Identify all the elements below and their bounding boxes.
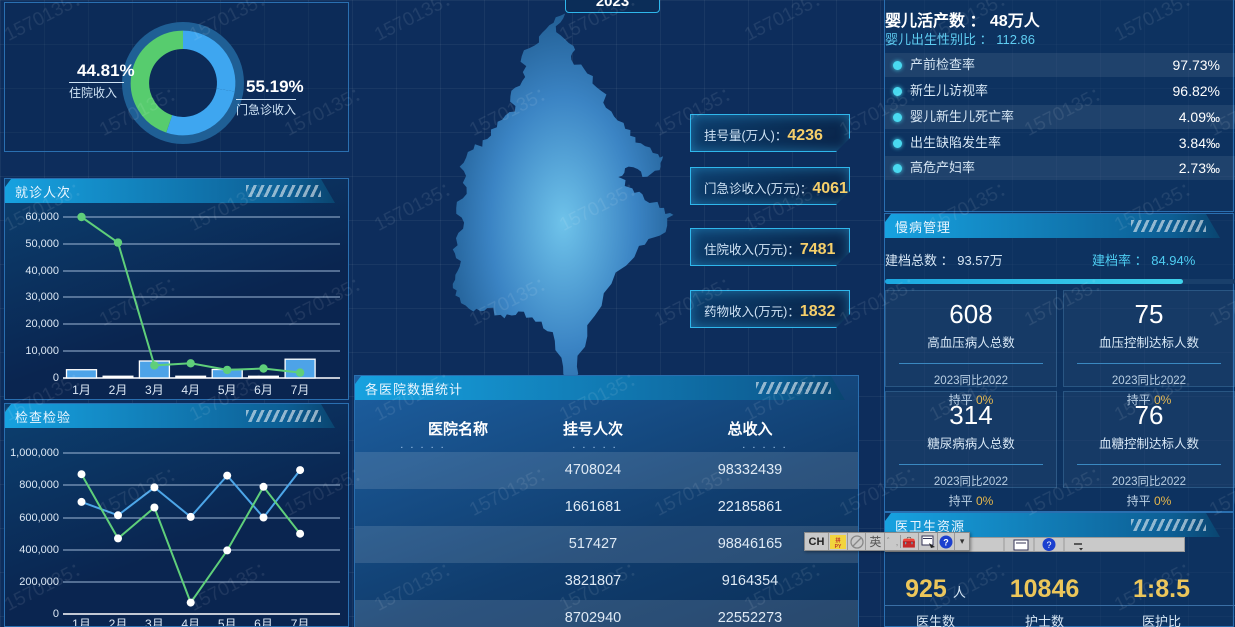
svg-text:1月: 1月 bbox=[72, 617, 91, 627]
svg-text:6月: 6月 bbox=[254, 617, 273, 627]
svg-text:7月: 7月 bbox=[291, 617, 310, 627]
svg-text:600,000: 600,000 bbox=[19, 512, 59, 524]
svg-text:拼: 拼 bbox=[834, 537, 840, 544]
svg-text:🧰: 🧰 bbox=[902, 536, 916, 549]
svg-text:0: 0 bbox=[53, 608, 59, 620]
svg-text:?: ? bbox=[944, 537, 950, 547]
svg-text:2月: 2月 bbox=[109, 617, 128, 627]
svg-text:30,000: 30,000 bbox=[25, 291, 59, 303]
svg-text:3月: 3月 bbox=[145, 383, 164, 397]
svg-text:5月: 5月 bbox=[218, 383, 237, 397]
svg-text:1,000,000: 1,000,000 bbox=[10, 447, 59, 459]
svg-text:60,000: 60,000 bbox=[25, 211, 59, 223]
svg-text:?: ? bbox=[1046, 540, 1051, 550]
svg-text:7月: 7月 bbox=[291, 383, 310, 397]
svg-text:6月: 6月 bbox=[254, 383, 273, 397]
svg-text:400,000: 400,000 bbox=[19, 544, 59, 556]
svg-text:40,000: 40,000 bbox=[25, 265, 59, 277]
svg-text:20,000: 20,000 bbox=[25, 318, 59, 330]
svg-text:50,000: 50,000 bbox=[25, 238, 59, 250]
svg-text:3月: 3月 bbox=[145, 617, 164, 627]
svg-text:5月: 5月 bbox=[218, 617, 237, 627]
svg-text:4月: 4月 bbox=[181, 617, 200, 627]
svg-text:1月: 1月 bbox=[72, 383, 91, 397]
svg-text:PY: PY bbox=[834, 544, 841, 549]
svg-text:200,000: 200,000 bbox=[19, 576, 59, 588]
svg-text:800,000: 800,000 bbox=[19, 479, 59, 491]
svg-text:0: 0 bbox=[53, 372, 59, 384]
svg-text:10,000: 10,000 bbox=[25, 345, 59, 357]
svg-text:2月: 2月 bbox=[109, 383, 128, 397]
svg-text:4月: 4月 bbox=[181, 383, 200, 397]
